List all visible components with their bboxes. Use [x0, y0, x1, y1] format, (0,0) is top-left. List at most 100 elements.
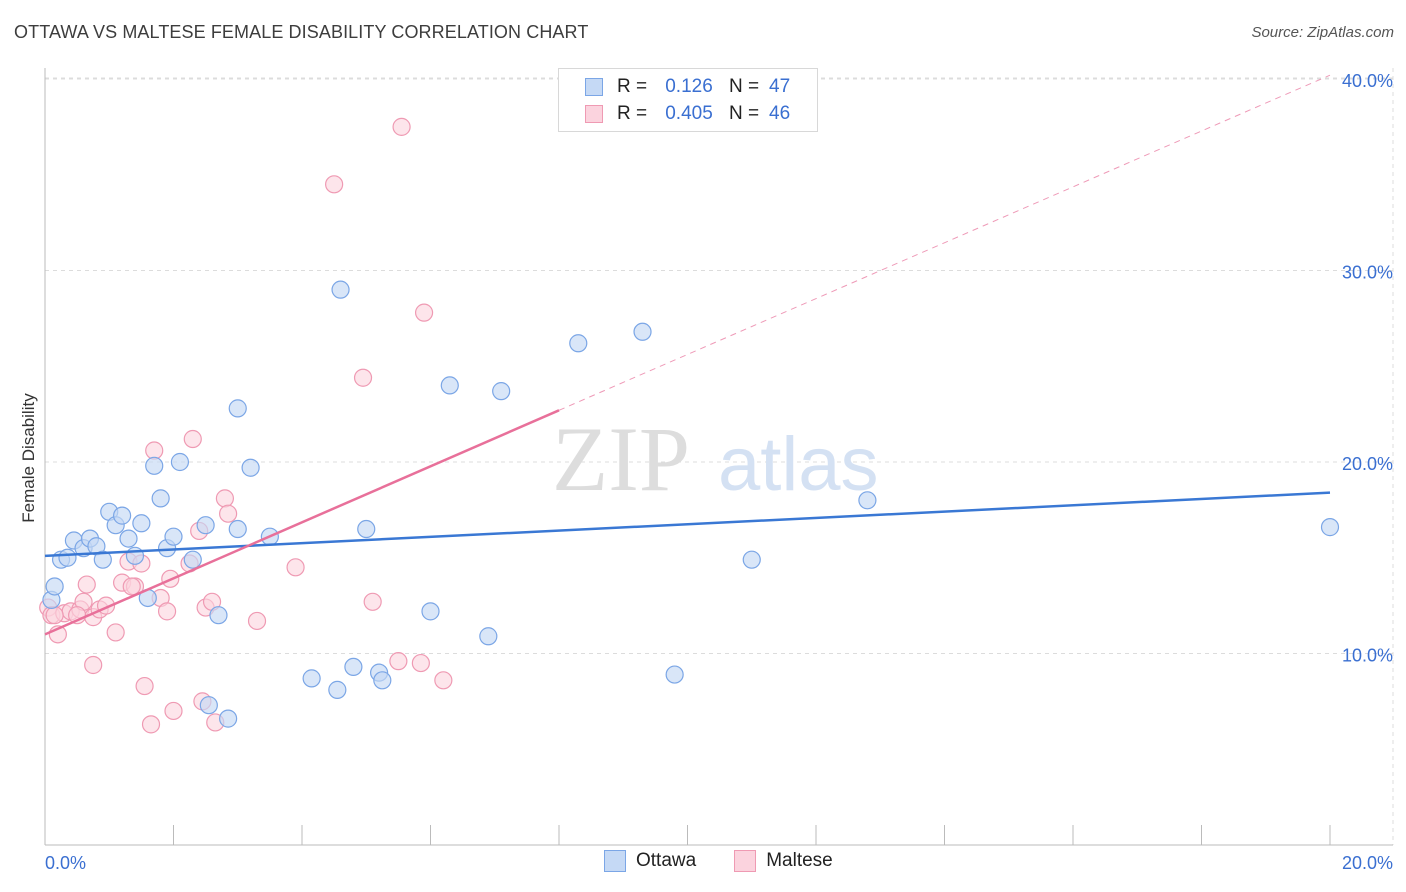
legend-swatch-maltese	[585, 105, 603, 123]
x-tick-labels: 0.0% 20.0%	[45, 853, 1393, 873]
ottawa-point	[328, 680, 347, 699]
y-tick-label: 30.0%	[1342, 263, 1393, 283]
ottawa-point	[170, 452, 190, 472]
chart-source: Source: ZipAtlas.com	[1251, 24, 1394, 41]
ottawa-point	[302, 669, 321, 688]
trend-lines	[44, 74, 1331, 636]
ottawa-point	[196, 516, 215, 535]
ottawa-point	[209, 606, 228, 625]
legend-r-label: R =	[617, 76, 648, 97]
ottawa-point	[164, 527, 183, 546]
maltese-point	[183, 429, 202, 449]
ottawa-point	[742, 550, 761, 569]
y-tick-labels: 10.0% 20.0% 30.0% 40.0%	[1342, 71, 1393, 666]
ottawa-point	[219, 709, 238, 728]
maltese-point	[106, 623, 125, 642]
ottawa-point	[344, 657, 363, 677]
series-legend-maltese[interactable]: Maltese	[734, 850, 833, 872]
series-label-ottawa: Ottawa	[636, 850, 697, 871]
ottawa-point	[58, 548, 77, 567]
y-tick-label: 10.0%	[1342, 646, 1393, 666]
x-tick-label: 20.0%	[1342, 853, 1393, 873]
ottawa-trend-line	[44, 491, 1331, 558]
maltese-point	[286, 558, 305, 577]
ottawa-point	[479, 627, 498, 646]
watermark-zip: ZIP	[552, 408, 690, 510]
maltese-point	[389, 652, 408, 671]
legend-r-value-ottawa: 0.126	[665, 76, 713, 97]
ottawa-point	[858, 491, 877, 510]
legend-row-maltese: R = 0.405 N = 46	[585, 102, 790, 126]
maltese-point	[215, 489, 234, 508]
maltese-point	[392, 117, 411, 136]
maltese-point	[77, 575, 96, 594]
ottawa-point	[241, 458, 260, 477]
maltese-point	[164, 701, 183, 721]
ottawa-point	[228, 519, 247, 539]
maltese-point	[84, 655, 103, 675]
maltese-point	[353, 368, 373, 387]
legend-row-ottawa: R = 0.126 N = 47	[585, 75, 790, 99]
maltese-point	[141, 715, 161, 734]
ottawa-point	[331, 280, 350, 299]
y-axis-title: Female Disability	[19, 393, 38, 523]
maltese-points	[39, 117, 453, 734]
y-tick-label: 40.0%	[1342, 71, 1393, 91]
maltese-point	[135, 676, 154, 696]
ottawa-point	[183, 550, 202, 569]
ottawa-point	[93, 550, 112, 569]
y-tick-label: 20.0%	[1342, 454, 1393, 474]
series-swatch-maltese	[734, 850, 757, 872]
maltese-point	[411, 653, 430, 673]
ottawa-point	[357, 519, 376, 539]
maltese-trend-line	[44, 409, 560, 636]
maltese-point	[325, 175, 344, 194]
maltese-point	[247, 611, 267, 631]
ottawa-point	[145, 456, 164, 475]
maltese-point	[145, 441, 164, 460]
ottawa-point	[199, 696, 218, 715]
ottawa-point	[665, 665, 684, 684]
watermark: ZIP atlas	[552, 408, 879, 510]
legend-n-label: N =	[729, 103, 760, 124]
series-swatch-ottawa	[604, 850, 626, 872]
ottawa-point	[151, 489, 170, 508]
ottawa-point	[373, 671, 392, 690]
ottawa-point	[112, 506, 132, 525]
legend-n-label: N =	[729, 76, 760, 97]
watermark-atlas: atlas	[718, 422, 879, 507]
ottawa-point	[633, 322, 652, 341]
ottawa-point	[228, 399, 247, 418]
maltese-point	[414, 303, 434, 322]
series-legend: Ottawa Maltese	[604, 850, 871, 872]
maltese-point	[122, 577, 141, 596]
legend-n-value-maltese: 46	[769, 103, 791, 124]
legend-r-value-maltese: 0.405	[665, 103, 713, 124]
legend-r-label: R =	[617, 103, 648, 124]
maltese-trend-extension	[558, 74, 1331, 411]
maltese-point	[45, 606, 64, 625]
maltese-point	[363, 592, 382, 611]
gridlines	[45, 68, 1394, 845]
legend-swatch-ottawa	[585, 78, 603, 96]
stats-legend: R = 0.126 N = 47 R = 0.405 N = 46	[558, 68, 818, 132]
ottawa-point	[132, 514, 151, 533]
maltese-point	[157, 602, 177, 621]
x-tick-label: 0.0%	[45, 853, 86, 873]
chart-title: OTTAWA VS MALTESE FEMALE DISABILITY CORR…	[14, 22, 589, 42]
ottawa-point	[440, 376, 459, 395]
ottawa-points	[42, 280, 1340, 728]
legend-n-value-ottawa: 47	[769, 76, 791, 97]
maltese-point	[219, 504, 238, 523]
series-label-maltese: Maltese	[766, 850, 833, 871]
ottawa-point	[119, 529, 138, 548]
ottawa-point	[569, 334, 588, 353]
ottawa-point	[421, 602, 440, 621]
maltese-point	[434, 671, 453, 690]
ottawa-point	[492, 382, 511, 401]
ottawa-point	[45, 577, 64, 596]
series-legend-ottawa[interactable]: Ottawa	[604, 850, 696, 872]
axes	[44, 68, 1393, 846]
ottawa-point	[1320, 518, 1340, 537]
